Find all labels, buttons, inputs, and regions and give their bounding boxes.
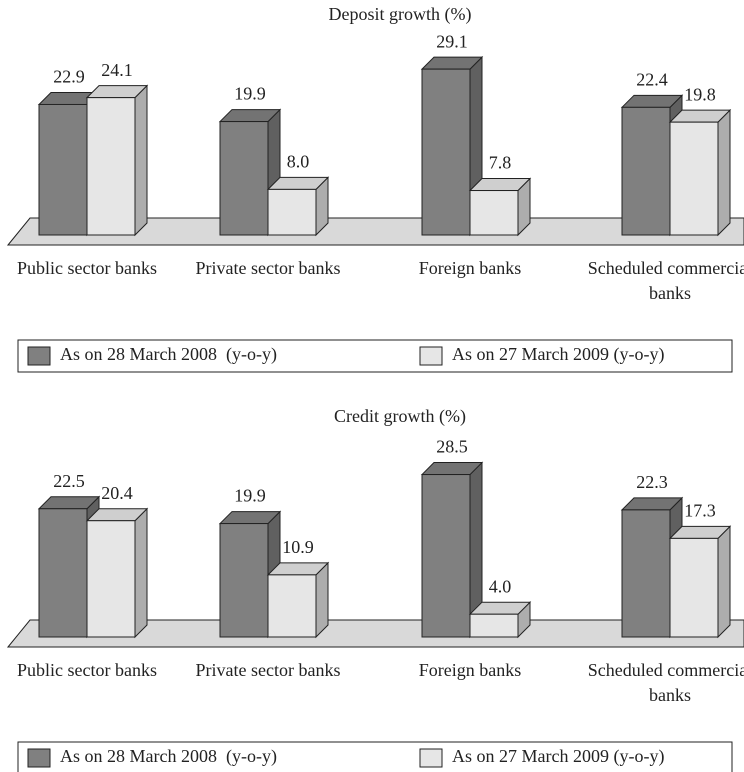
bar	[468, 177, 532, 237]
bar-front	[669, 537, 719, 638]
value-label: 20.4	[101, 483, 133, 503]
value-label: 10.9	[282, 537, 314, 557]
bar	[85, 507, 149, 639]
bar-side	[134, 84, 148, 237]
bar-front	[267, 574, 317, 638]
value-label: 7.8	[489, 153, 512, 173]
value-label: 24.1	[101, 60, 133, 80]
bar	[85, 84, 149, 237]
legend-swatch	[419, 346, 443, 366]
bar-front	[421, 474, 471, 638]
bar-front	[219, 121, 269, 236]
legend-label: As on 28 March 2008 (y-o-y)	[60, 344, 277, 364]
bar-front	[469, 613, 519, 638]
value-label: 22.5	[53, 471, 85, 491]
x-tick-label: Public sector banks	[17, 258, 157, 278]
bar	[266, 176, 330, 237]
bar	[668, 525, 732, 639]
x-tick-label: Foreign banks	[418, 660, 522, 680]
bar-front	[86, 97, 136, 236]
bar-front	[621, 509, 671, 638]
legend-label: As on 27 March 2009 (y-o-y)	[452, 746, 665, 766]
legend-swatch	[27, 748, 51, 768]
bar	[266, 561, 330, 639]
legend-label: As on 28 March 2008 (y-o-y)	[60, 746, 277, 766]
bar	[218, 108, 282, 237]
value-label: 19.8	[684, 84, 716, 104]
x-tick-label: Private sector banks	[195, 660, 341, 680]
bar-side	[717, 525, 731, 639]
bar	[668, 108, 732, 237]
value-label: 8.0	[287, 152, 310, 172]
legend-label: As on 27 March 2009 (y-o-y)	[452, 344, 665, 364]
bar-front	[38, 103, 88, 236]
bar-side	[315, 561, 329, 639]
bar-front	[669, 121, 719, 236]
bar	[468, 600, 532, 639]
bar-front	[38, 508, 88, 638]
value-label: 29.1	[436, 31, 468, 51]
value-label: 17.3	[684, 501, 716, 521]
bar-side	[134, 507, 148, 639]
chart-title: Credit growth (%)	[334, 406, 466, 427]
value-label: 19.9	[234, 486, 266, 506]
bar-front	[267, 188, 317, 236]
x-tick-label: Public sector banks	[17, 660, 157, 680]
bar-front	[86, 520, 136, 638]
bar	[420, 55, 484, 237]
bar-front	[421, 68, 471, 236]
legend-swatch	[419, 748, 443, 768]
chart-title: Deposit growth (%)	[329, 4, 472, 25]
x-tick-label: Private sector banks	[195, 258, 341, 278]
legend-swatch	[27, 346, 51, 366]
value-label: 28.5	[436, 437, 468, 457]
bar-front	[469, 190, 519, 236]
bar-front	[621, 106, 671, 236]
floor	[6, 619, 744, 648]
value-label: 19.9	[234, 84, 266, 104]
x-tick-label: Scheduled commercial banks	[587, 258, 744, 303]
value-label: 22.4	[636, 69, 668, 89]
value-label: 4.0	[489, 576, 512, 596]
x-tick-label: Scheduled commercial banks	[587, 660, 744, 705]
bar-side	[717, 108, 731, 237]
floor	[6, 217, 744, 246]
legend-box	[17, 741, 733, 772]
bar-front	[219, 523, 269, 638]
legend-box	[17, 339, 733, 373]
value-label: 22.9	[53, 67, 85, 87]
x-tick-label: Foreign banks	[418, 258, 522, 278]
value-label: 22.3	[636, 472, 668, 492]
